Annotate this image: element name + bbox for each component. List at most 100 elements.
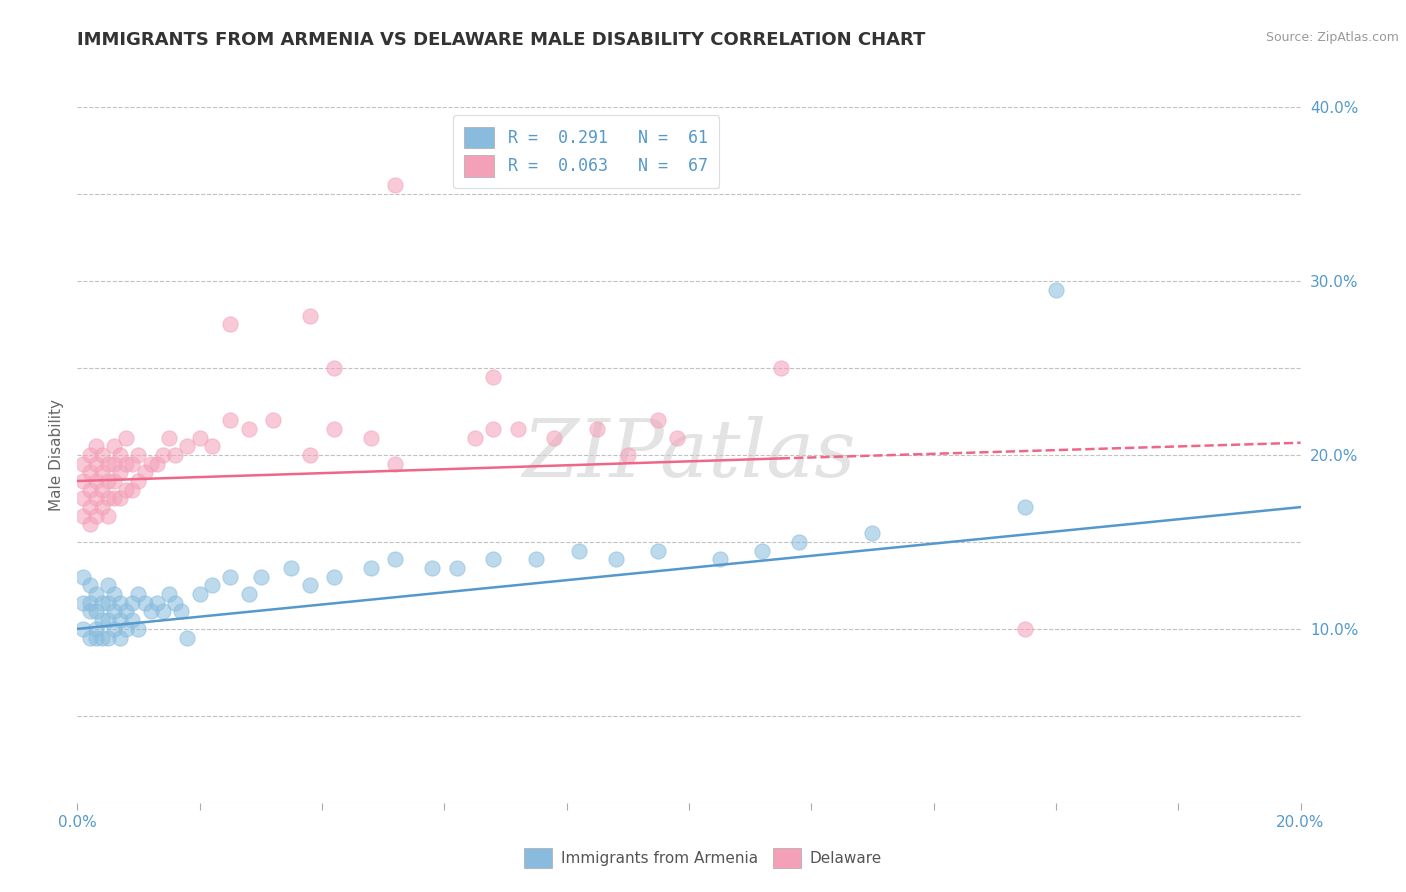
Point xyxy=(157,431,180,445)
Point xyxy=(709,552,731,566)
Point xyxy=(121,457,143,471)
Point xyxy=(84,474,107,488)
Point xyxy=(121,596,143,610)
Point xyxy=(84,508,107,523)
Point xyxy=(84,622,107,636)
Point xyxy=(323,570,346,584)
Point xyxy=(84,439,107,453)
Point xyxy=(605,552,627,566)
Point xyxy=(360,431,382,445)
Point xyxy=(108,596,131,610)
Point xyxy=(79,466,101,480)
Point xyxy=(97,474,120,488)
Point xyxy=(90,483,112,497)
Point xyxy=(103,491,125,506)
Point xyxy=(84,587,107,601)
Point xyxy=(482,552,505,566)
Point xyxy=(121,613,143,627)
Point xyxy=(72,622,94,636)
Point xyxy=(157,587,180,601)
Point xyxy=(128,587,150,601)
Point xyxy=(72,508,94,523)
Point xyxy=(128,474,150,488)
Point xyxy=(647,543,669,558)
Point xyxy=(97,613,120,627)
Point xyxy=(188,587,211,601)
Point xyxy=(84,605,107,619)
Point xyxy=(72,474,94,488)
Point xyxy=(103,474,125,488)
Point xyxy=(482,422,505,436)
Point xyxy=(90,613,112,627)
Point xyxy=(128,622,150,636)
Point xyxy=(72,596,94,610)
Legend: R =  0.291   N =  61, R =  0.063   N =  67: R = 0.291 N = 61, R = 0.063 N = 67 xyxy=(453,115,720,188)
Point xyxy=(384,457,406,471)
Point xyxy=(769,360,792,375)
Point xyxy=(586,422,609,436)
Point xyxy=(97,508,120,523)
Point xyxy=(176,631,198,645)
Point xyxy=(170,605,193,619)
Point xyxy=(79,596,101,610)
Point xyxy=(79,517,101,532)
Point xyxy=(84,457,107,471)
Point xyxy=(298,309,321,323)
Point xyxy=(90,631,112,645)
Point xyxy=(97,596,120,610)
Point xyxy=(219,413,242,427)
Point xyxy=(152,448,174,462)
Point xyxy=(103,605,125,619)
Point xyxy=(108,491,131,506)
Point xyxy=(665,431,688,445)
Point xyxy=(647,413,669,427)
Point xyxy=(543,431,565,445)
Point xyxy=(134,596,156,610)
Point xyxy=(152,605,174,619)
Point xyxy=(90,596,112,610)
Point xyxy=(139,605,162,619)
Point xyxy=(97,578,120,592)
Text: IMMIGRANTS FROM ARMENIA VS DELAWARE MALE DISABILITY CORRELATION CHART: IMMIGRANTS FROM ARMENIA VS DELAWARE MALE… xyxy=(77,31,925,49)
Point xyxy=(72,457,94,471)
Point xyxy=(79,483,101,497)
Point xyxy=(617,448,640,462)
Point xyxy=(103,439,125,453)
Point xyxy=(79,578,101,592)
Point xyxy=(751,543,773,558)
Point xyxy=(97,457,120,471)
Point xyxy=(280,561,302,575)
Point xyxy=(420,561,443,575)
Point xyxy=(176,439,198,453)
Point xyxy=(79,605,101,619)
Point xyxy=(90,448,112,462)
Point xyxy=(165,596,187,610)
Point xyxy=(97,491,120,506)
Point xyxy=(97,631,120,645)
Point xyxy=(79,631,101,645)
Point xyxy=(360,561,382,575)
Point xyxy=(298,448,321,462)
Point xyxy=(103,587,125,601)
Point xyxy=(506,422,529,436)
Point xyxy=(568,543,591,558)
Point xyxy=(262,413,284,427)
Point xyxy=(384,552,406,566)
Point xyxy=(84,631,107,645)
Point xyxy=(323,360,346,375)
Point xyxy=(1045,283,1067,297)
Point xyxy=(103,622,125,636)
Point xyxy=(84,491,107,506)
Point xyxy=(146,457,169,471)
Point xyxy=(188,431,211,445)
Point xyxy=(201,578,224,592)
Point xyxy=(146,596,169,610)
Point xyxy=(298,578,321,592)
Point xyxy=(134,466,156,480)
Point xyxy=(115,605,138,619)
Point xyxy=(90,466,112,480)
Point xyxy=(139,457,162,471)
Point xyxy=(121,483,143,497)
Y-axis label: Male Disability: Male Disability xyxy=(49,399,65,511)
Text: Source: ZipAtlas.com: Source: ZipAtlas.com xyxy=(1265,31,1399,45)
